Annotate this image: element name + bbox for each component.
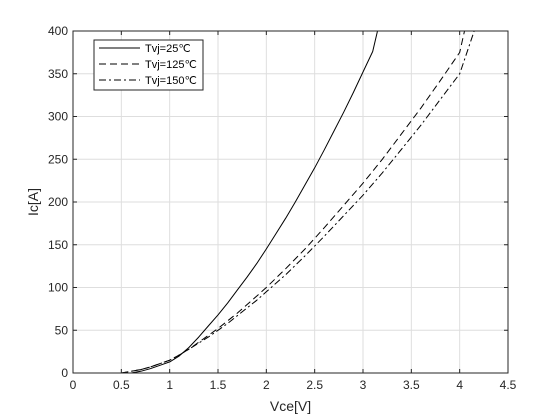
y-tick-label: 100 [48,281,68,295]
y-tick-label: 150 [48,238,68,252]
legend: Tvj=25℃ Tvj=125℃ Tvj=150℃ [93,39,204,91]
legend-label-1: Tvj=25℃ [145,43,191,55]
x-axis-label: Vce[V] [270,398,311,414]
y-tick-label: 400 [48,24,68,38]
legend-label-3: Tvj=150℃ [145,75,197,87]
y-tick-label: 350 [48,67,68,81]
series-line-2 [121,30,465,374]
y-axis-label: Ic[A] [25,188,41,216]
legend-label-2: Tvj=125℃ [145,59,197,71]
y-tick-label: 300 [48,110,68,124]
x-tick-label: 3 [360,378,367,392]
x-tick-label: 2 [263,378,270,392]
x-tick-label: 4.5 [500,378,517,392]
x-tick-label: 0.5 [113,378,130,392]
x-tick-label: 1.5 [210,378,227,392]
series-line-1 [130,30,378,374]
x-tick-label: 0 [70,378,77,392]
ticks [72,30,509,374]
x-tick-label: 1 [166,378,173,392]
tick-labels: 0 0.5 1 1.5 2 2.5 3 3.5 4 4.5 0 50 100 150 200 250 300 35… [48,24,517,392]
y-tick-label: 50 [55,323,69,337]
series-line-3 [121,30,475,374]
y-tick-label: 250 [48,152,68,166]
y-tick-label: 200 [48,195,68,209]
x-tick-label: 2.5 [306,378,323,392]
series-lines [121,30,475,374]
grid [73,31,508,373]
y-tick-label: 0 [61,366,68,380]
x-tick-label: 3.5 [403,378,420,392]
x-tick-label: 4 [456,378,463,392]
